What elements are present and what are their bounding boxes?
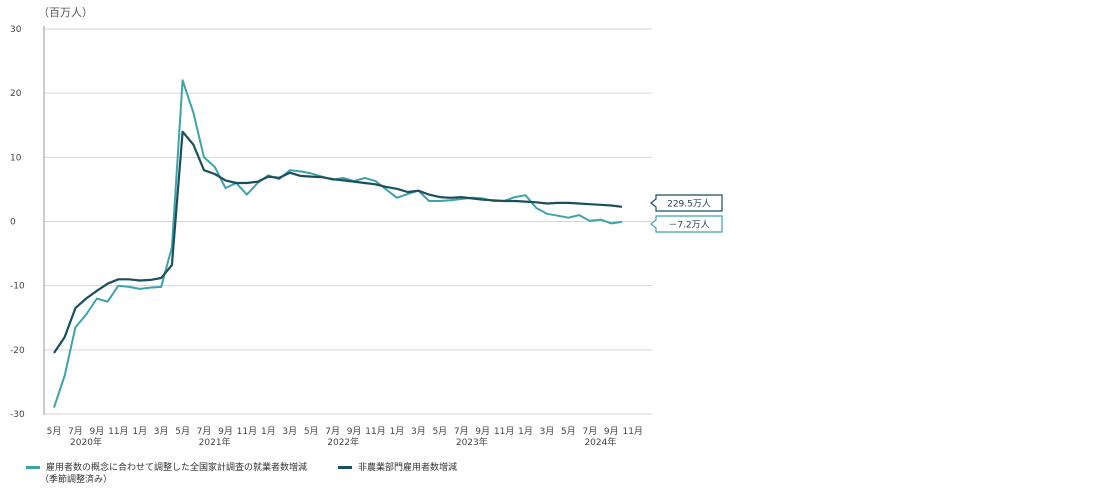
y-tick-label: -10 (10, 282, 25, 292)
x-tick-label: 1月 (261, 426, 276, 437)
legend-label-nonfarm: 非農業部門雇用者数増減 (358, 463, 458, 473)
series-line-0 (53, 79, 623, 408)
x-tick-label: 11月 (494, 426, 514, 437)
legend-swatch-nonfarm (338, 466, 352, 469)
x-tick-label: 3月 (411, 426, 426, 437)
x-tick-label: 3月 (282, 426, 297, 437)
x-tick-label: 5月 (432, 426, 447, 437)
x-tick-label: 1月 (132, 426, 147, 437)
x-tick-label: 9月 (347, 426, 362, 437)
y-tick-label: -20 (10, 346, 25, 356)
x-tick-label: 7月 (197, 426, 212, 437)
callout-box-0 (650, 215, 723, 233)
x-tick-label: 5月 (561, 426, 576, 437)
y-tick-label: 10 (10, 153, 22, 163)
x-tick-label: 1月 (518, 426, 533, 437)
y-tick-label: 20 (10, 89, 22, 99)
x-year-label: 2021年 (199, 436, 231, 448)
x-year-label: 2024年 (584, 436, 616, 448)
x-tick-label: 7月 (325, 426, 340, 437)
x-tick-label: 11月 (622, 426, 642, 437)
x-tick-label: 3月 (540, 426, 555, 437)
x-tick-label: 9月 (475, 426, 490, 437)
x-tick-label: 11月 (108, 426, 128, 437)
legend-item-household: 雇用者数の概念に合わせて調整した全国家計調査の就業者数増減 （季節調整済み） (26, 460, 308, 485)
end-callouts: 229.5万人 －7.2万人 (650, 194, 723, 233)
series-line-1 (53, 130, 623, 354)
grid-lines (44, 28, 652, 415)
callout-label-1: 229.5万人 (667, 199, 711, 210)
x-tick-label: 7月 (454, 426, 469, 437)
legend-label-household-note: （季節調整済み） (40, 475, 113, 485)
x-tick-label: 7月 (68, 426, 83, 437)
y-tick-labels: 30 20 10 0 -10 -20 -30 (10, 25, 25, 420)
x-tick-label: 5月 (304, 426, 319, 437)
legend-label-household: 雇用者数の概念に合わせて調整した全国家計調査の就業者数増減 (46, 463, 308, 473)
x-tick-label: 3月 (154, 426, 169, 437)
x-tick-label: 11月 (365, 426, 385, 437)
x-tick-label: 9月 (218, 426, 233, 437)
x-tick-label: 9月 (90, 426, 105, 437)
y-tick-label: 0 (10, 218, 16, 228)
x-year-label: 2022年 (327, 436, 359, 448)
y-tick-label: 30 (10, 25, 22, 35)
y-unit-label: （百万人） (38, 6, 93, 19)
series-lines (53, 79, 623, 408)
y-tick-label: -30 (10, 410, 25, 420)
x-tick-label: 5月 (47, 426, 62, 437)
x-tick-label: 9月 (604, 426, 619, 437)
x-tick-label: 5月 (175, 426, 190, 437)
x-tick-label: 1月 (390, 426, 405, 437)
x-year-label: 2020年 (70, 436, 102, 448)
legend-swatch-household (26, 466, 40, 469)
callout-box-1 (650, 194, 723, 212)
x-tick-label: 11月 (237, 426, 257, 437)
x-year-label: 2023年 (456, 436, 488, 448)
legend-item-nonfarm: 非農業部門雇用者数増減 (338, 460, 457, 473)
x-tick-label: 7月 (582, 426, 597, 437)
callout-label-0: －7.2万人 (668, 220, 709, 231)
